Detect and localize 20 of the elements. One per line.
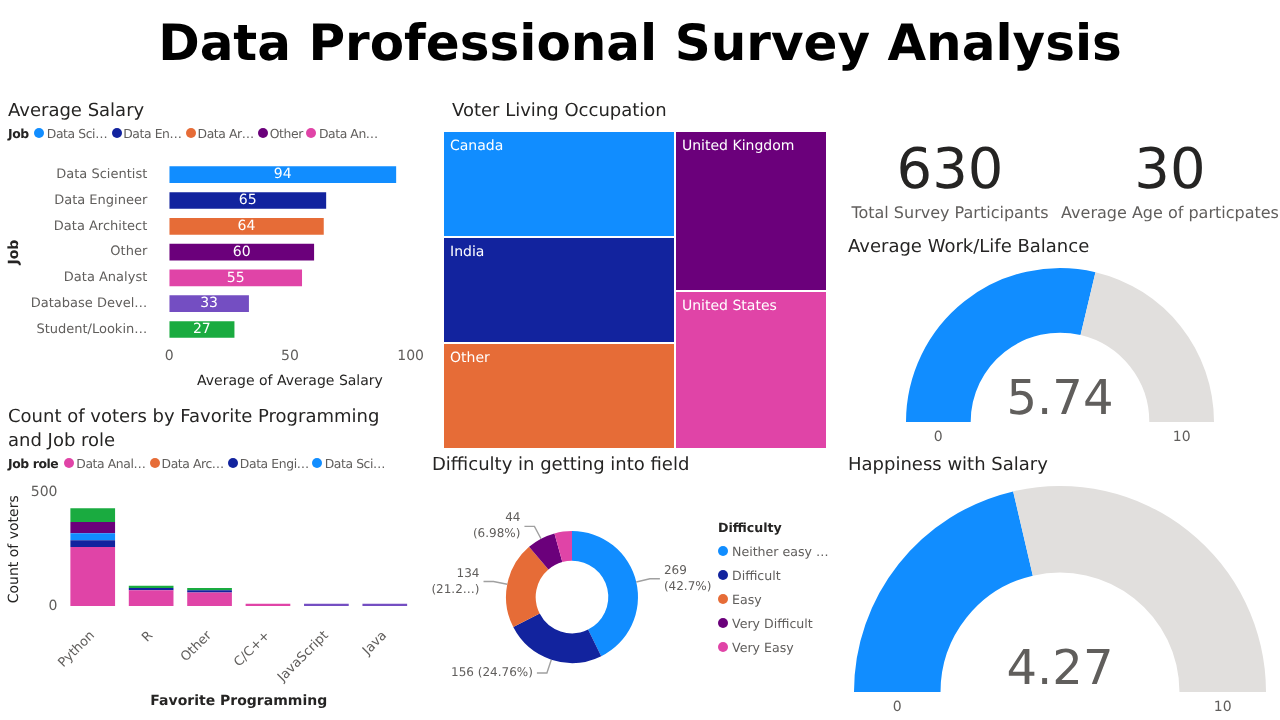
- bar: [70, 508, 116, 522]
- bar: [70, 521, 116, 534]
- text: Data Professional Survey Analysis: [156, 12, 1124, 76]
- text: 5.74: [1006, 370, 1114, 426]
- chart-title: Average Work/Life Balance: [846, 236, 1092, 260]
- text: 4.27: [1006, 640, 1114, 696]
- chart-title: Happiness with Salary: [846, 454, 1050, 478]
- chart-title: Average Salary: [6, 100, 147, 124]
- category-label: Total Survey Participants: [849, 204, 1051, 222]
- bar: [70, 540, 116, 547]
- bar: [128, 590, 174, 607]
- data-label: 630: [894, 136, 1006, 204]
- text: Voter Living Occupation: [450, 100, 669, 124]
- bar: [70, 546, 116, 607]
- bar: [70, 533, 116, 541]
- chart-title: Difficulty in getting into field: [430, 454, 692, 478]
- chart-title: Count of voters by Favorite Programming and Job role: [6, 406, 382, 454]
- bar: [187, 592, 232, 607]
- data-label: 30: [1132, 136, 1208, 204]
- category-label: Average Age of particpates: [1060, 204, 1280, 222]
